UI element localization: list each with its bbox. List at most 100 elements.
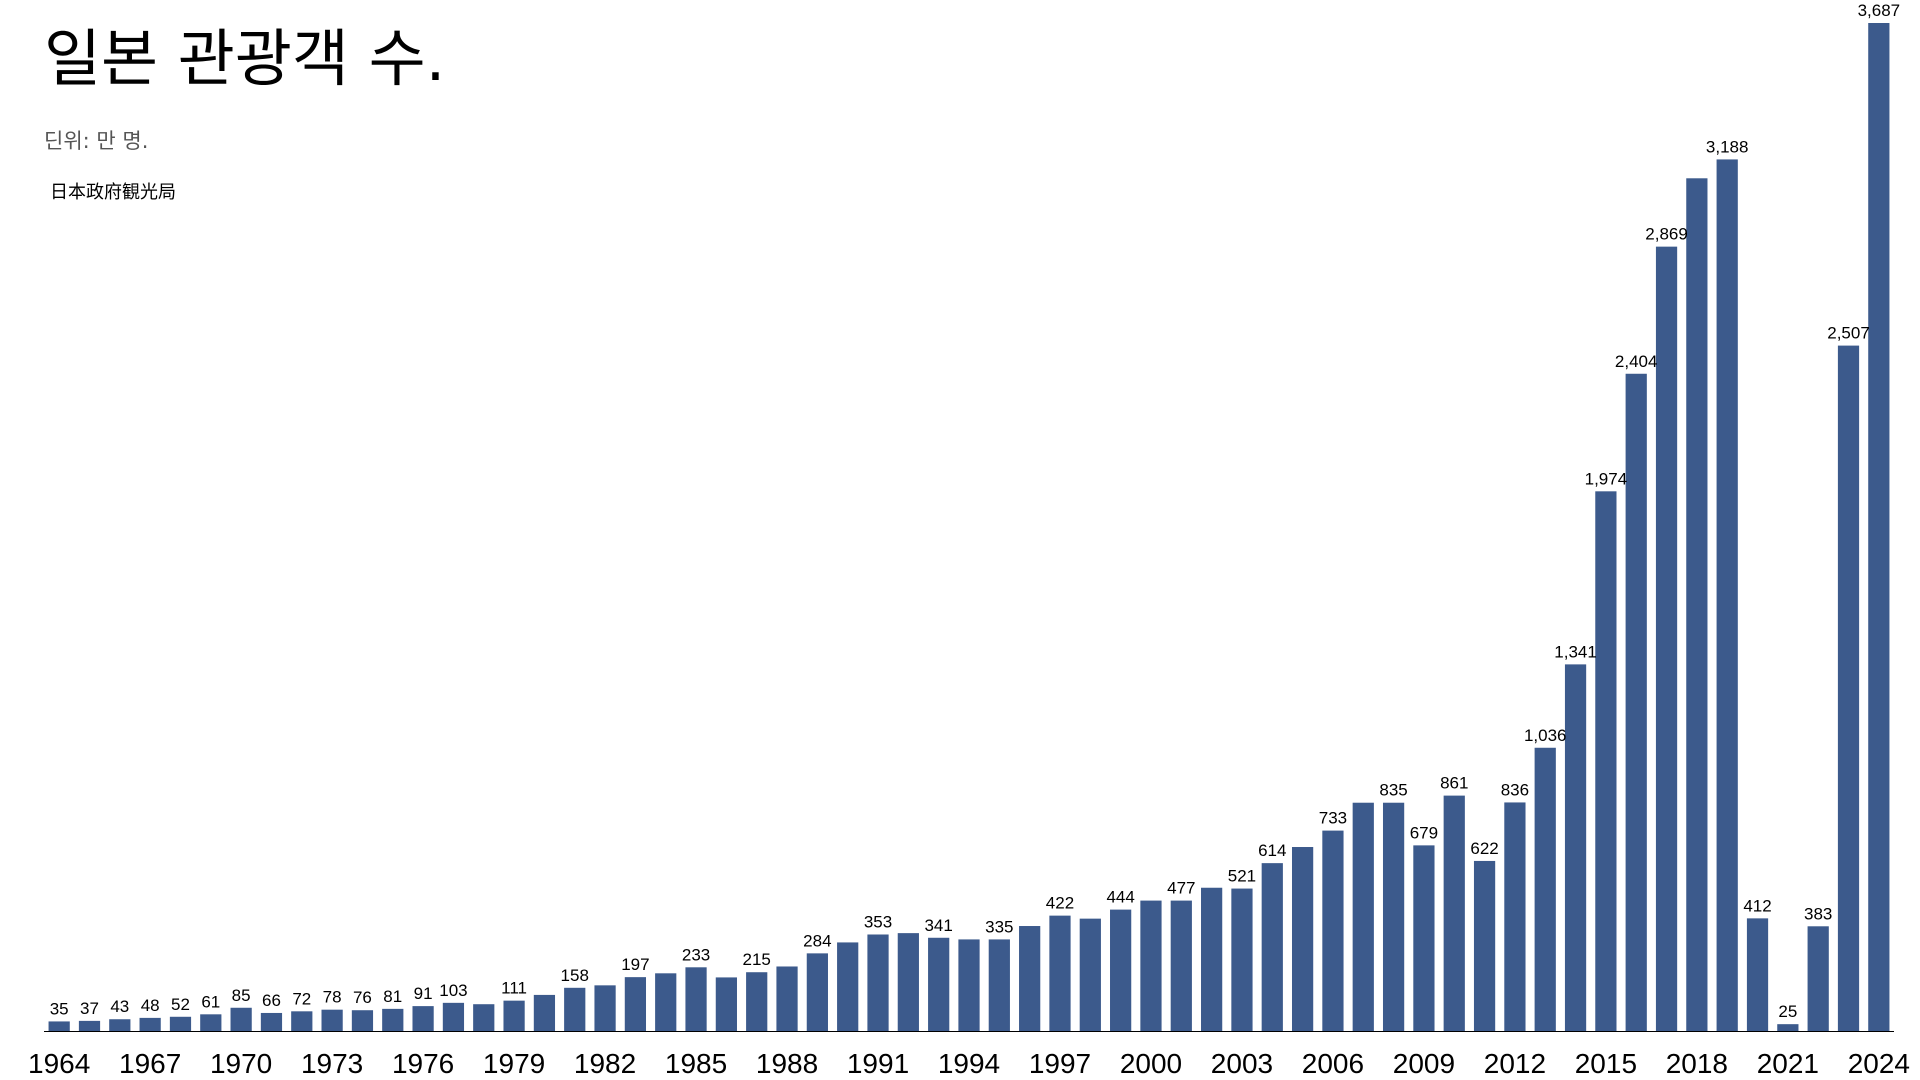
bar-value-label: 66 <box>262 991 281 1010</box>
bar-1999 <box>1110 909 1132 1031</box>
bar-value-label: 43 <box>110 997 129 1016</box>
bar-value-label: 2,869 <box>1645 225 1688 244</box>
bar-value-label: 733 <box>1319 809 1347 828</box>
bar-1973 <box>321 1009 343 1031</box>
bar-2000 <box>1140 900 1162 1031</box>
bar-value-label: 383 <box>1804 904 1832 923</box>
bar-1979 <box>503 1000 525 1031</box>
bar-1985 <box>685 967 707 1031</box>
bar-2019 <box>1716 159 1738 1032</box>
bar-1990 <box>837 942 859 1031</box>
bar-1982 <box>594 985 616 1031</box>
bar-value-label: 614 <box>1258 841 1286 860</box>
bar-value-label: 412 <box>1743 896 1771 915</box>
x-tick-label: 2003 <box>1211 1048 1273 1079</box>
x-tick-label: 2009 <box>1393 1048 1455 1079</box>
bar-value-label: 78 <box>323 988 342 1007</box>
x-tick-label: 2018 <box>1666 1048 1728 1079</box>
chart-subtitle: 딘위: 만 명. <box>44 129 149 153</box>
bar-2023 <box>1837 345 1860 1032</box>
x-tick-label: 2015 <box>1575 1048 1637 1079</box>
bar-value-label: 2,404 <box>1615 352 1658 371</box>
bar-value-label: 85 <box>232 986 251 1005</box>
x-tick-label: 2000 <box>1120 1048 1182 1079</box>
bar-2005 <box>1291 847 1314 1031</box>
chart-title: 일본 관광객 수. <box>44 22 446 95</box>
x-tick-label: 1991 <box>847 1048 909 1079</box>
bar-1981 <box>564 987 586 1031</box>
bar-value-label: 76 <box>353 988 372 1007</box>
bar-1984 <box>655 973 677 1031</box>
bar-1997 <box>1049 915 1071 1031</box>
bar-1992 <box>897 933 919 1031</box>
x-tick-label: 2006 <box>1302 1048 1364 1079</box>
bar-1974 <box>351 1010 374 1031</box>
chart-source: 日本政府観光局 <box>50 182 176 203</box>
x-tick-label: 2024 <box>1848 1048 1910 1079</box>
bar-value-label: 1,341 <box>1554 642 1597 661</box>
bar-1995 <box>988 939 1010 1031</box>
bar-2024 <box>1868 23 1890 1031</box>
bar-1964 <box>48 1021 70 1031</box>
bar-2011 <box>1473 860 1496 1031</box>
bar-1998 <box>1079 918 1101 1031</box>
bar-1996 <box>1019 926 1041 1031</box>
bar-1967 <box>139 1017 161 1031</box>
bar-2007 <box>1352 802 1374 1031</box>
bar-value-label: 197 <box>621 955 649 974</box>
bar-value-label: 48 <box>141 996 160 1015</box>
x-tick-label: 1997 <box>1029 1048 1091 1079</box>
bar-2012 <box>1504 802 1526 1031</box>
bar-1994 <box>958 939 980 1031</box>
bar-value-label: 111 <box>501 979 527 998</box>
bar-value-label: 444 <box>1106 888 1134 907</box>
bar-1971 <box>260 1012 283 1031</box>
bar-value-label: 3,687 <box>1858 1 1901 20</box>
bar-1969 <box>200 1014 222 1031</box>
bar-2015 <box>1595 491 1617 1031</box>
bar-value-label: 422 <box>1046 894 1074 913</box>
bar-2010 <box>1443 795 1465 1031</box>
bar-1968 <box>169 1016 192 1031</box>
bar-value-label: 521 <box>1228 867 1256 886</box>
bar-value-label: 61 <box>201 992 220 1011</box>
bar-2001 <box>1170 900 1192 1031</box>
bar-2003 <box>1231 888 1253 1031</box>
bar-2018 <box>1686 178 1708 1032</box>
bar-1970 <box>230 1007 252 1031</box>
bar-value-label: 52 <box>171 995 190 1014</box>
bar-value-label: 72 <box>292 989 311 1008</box>
bar-value-label: 1,974 <box>1585 469 1628 488</box>
bar-2021 <box>1777 1024 1799 1031</box>
bar-value-label: 81 <box>383 987 402 1006</box>
x-tick-label: 1985 <box>665 1048 727 1079</box>
bar-value-label: 215 <box>743 950 771 969</box>
x-tick-label: 1982 <box>574 1048 636 1079</box>
bar-value-label: 25 <box>1778 1002 1797 1021</box>
x-tick-label: 2012 <box>1484 1048 1546 1079</box>
x-tick-label: 1973 <box>301 1048 363 1079</box>
bar-1978 <box>473 1004 495 1031</box>
bar-2004 <box>1261 863 1283 1031</box>
bar-1965 <box>78 1020 101 1031</box>
bar-2013 <box>1534 747 1556 1031</box>
bar-value-label: 477 <box>1167 879 1195 898</box>
x-tick-label: 1994 <box>938 1048 1000 1079</box>
bar-1986 <box>715 977 737 1031</box>
bar-value-label: 622 <box>1470 839 1498 858</box>
bar-2002 <box>1201 887 1223 1031</box>
x-tick-label: 1976 <box>392 1048 454 1079</box>
bar-value-label: 835 <box>1379 781 1407 800</box>
bar-2020 <box>1746 918 1769 1031</box>
bar-2008 <box>1382 802 1405 1031</box>
x-tick-label: 1970 <box>210 1048 272 1079</box>
bar-2014 <box>1564 664 1587 1031</box>
x-tick-label: 1964 <box>28 1048 90 1079</box>
bar-value-label: 37 <box>80 999 99 1018</box>
bars-group <box>48 23 1890 1032</box>
bar-value-label: 861 <box>1440 774 1468 793</box>
bar-2017 <box>1655 246 1678 1031</box>
bar-value-label: 3,188 <box>1706 137 1749 156</box>
bar-1987 <box>746 972 768 1031</box>
